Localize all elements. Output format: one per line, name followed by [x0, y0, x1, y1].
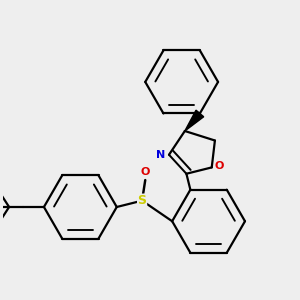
Text: N: N	[157, 150, 166, 160]
Polygon shape	[185, 110, 204, 131]
Text: O: O	[214, 161, 224, 171]
Text: O: O	[141, 167, 150, 177]
Text: S: S	[138, 194, 147, 207]
